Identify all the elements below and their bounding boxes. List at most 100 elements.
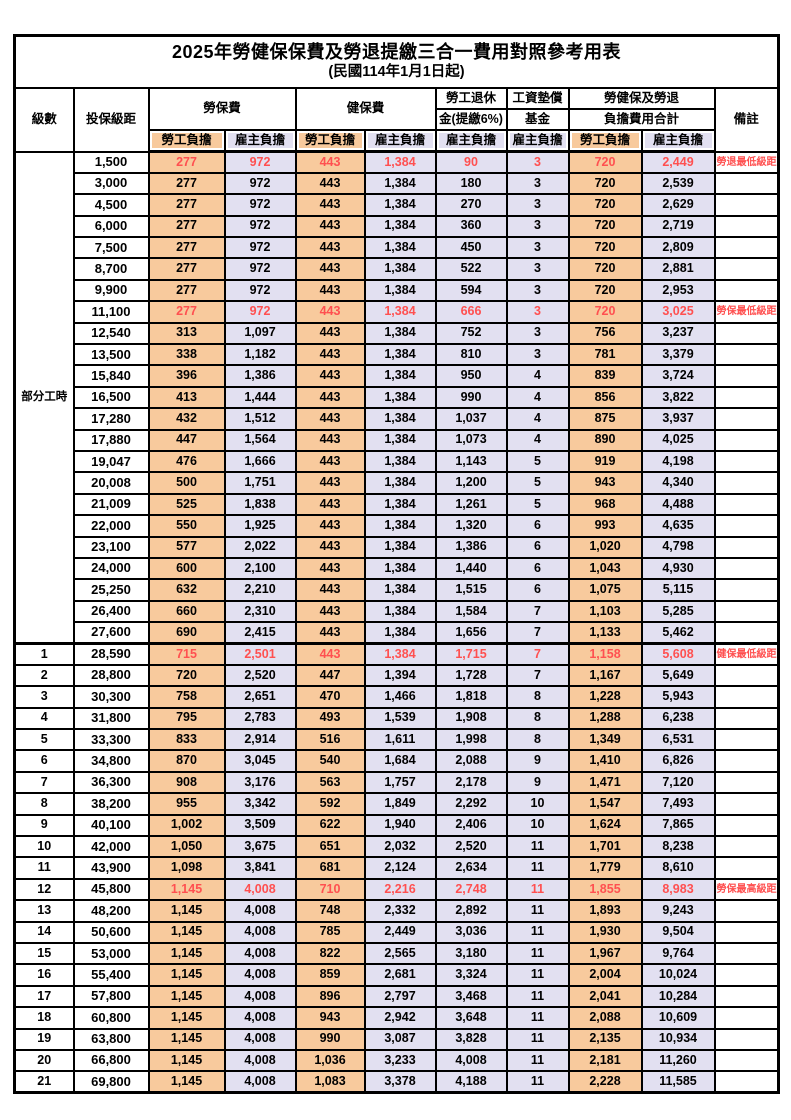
- cell-health_emp: 1,036: [294, 1048, 366, 1073]
- table-row: 8,700 277 972 443 1,384 522 3 720 2,881: [15, 257, 780, 281]
- cell-bracket: 13,500: [72, 342, 150, 367]
- cell-bracket: 17,880: [72, 428, 150, 452]
- cell-level: 18: [13, 1006, 75, 1030]
- cell-labor_emp: 277: [147, 257, 226, 281]
- table-row: 22,000 550 1,925 443 1,384 1,320 6 993 4,635: [15, 514, 780, 538]
- cell-total_emp: 1,167: [567, 663, 643, 688]
- cell-pension_er: 2,406: [434, 813, 508, 838]
- cell-labor_emp: 1,145: [147, 984, 226, 1009]
- cell-total_er: 10,284: [640, 984, 716, 1009]
- cell-health_emp: 443: [294, 321, 366, 346]
- cell-health_emp: 443: [294, 342, 366, 367]
- cell-health_er: 1,757: [363, 770, 437, 795]
- cell-total_er: 3,379: [640, 342, 716, 367]
- cell-remark: [713, 321, 780, 346]
- cell-labor_er: 1,751: [223, 471, 297, 495]
- cell-fund_er: 8: [505, 706, 570, 731]
- cell-labor_er: 3,045: [223, 749, 297, 773]
- cell-total_emp: 1,288: [567, 706, 643, 731]
- cell-health_emp: 622: [294, 813, 366, 838]
- cell-labor_er: 2,783: [223, 706, 297, 731]
- cell-total_er: 10,934: [640, 1027, 716, 1051]
- cell-level: 19: [13, 1027, 75, 1051]
- cell-total_emp: 1,855: [567, 877, 643, 902]
- cell-health_emp: 443: [294, 599, 366, 624]
- cell-labor_emp: 447: [147, 428, 226, 452]
- cell-remark: [713, 364, 780, 388]
- subheader-total-employer: 雇主負擔: [640, 129, 716, 153]
- cell-level: 10: [13, 834, 75, 859]
- cell-remark: [713, 813, 780, 838]
- cell-fund_er: 5: [505, 471, 570, 495]
- cell-total_emp: 2,181: [567, 1048, 643, 1073]
- cell-health_er: 1,611: [363, 728, 437, 752]
- cell-total_emp: 720: [567, 193, 643, 217]
- cell-health_emp: 943: [294, 1006, 366, 1030]
- cell-health_er: 1,384: [363, 599, 437, 624]
- cell-pension_er: 4,188: [434, 1070, 508, 1094]
- cell-total_er: 11,585: [640, 1070, 716, 1094]
- cell-remark: [713, 407, 780, 431]
- cell-health_emp: 859: [294, 963, 366, 987]
- header-row-1: 級數 投保級距 勞保費 健保費 勞工退休 工資墊償 勞健保及勞退 備註: [13, 87, 780, 153]
- cell-fund_er: 3: [505, 193, 570, 217]
- cell-pension_er: 950: [434, 364, 508, 388]
- cell-bracket: 34,800: [72, 749, 150, 773]
- header-wage-fund-line2: 基金: [505, 108, 570, 131]
- cell-bracket: 42,000: [72, 834, 150, 859]
- cell-pension_er: 360: [434, 214, 508, 239]
- cell-labor_emp: 660: [147, 599, 226, 624]
- cell-health_er: 2,797: [363, 984, 437, 1009]
- cell-health_emp: 443: [294, 621, 366, 645]
- cell-labor_emp: 1,002: [147, 813, 226, 838]
- table-row: 6 34,800 870 3,045 540 1,684 2,088 9 1,410 6,826: [13, 749, 780, 773]
- table-row: 16,500 413 1,444 443 1,384 990 4 856 3,822: [15, 385, 780, 410]
- cell-bracket: 53,000: [72, 941, 150, 966]
- cell-pension_er: 2,088: [434, 749, 508, 773]
- cell-fund_er: 7: [505, 641, 570, 666]
- cell-remark: [713, 471, 780, 495]
- cell-labor_er: 1,444: [223, 385, 297, 410]
- cell-health_er: 1,940: [363, 813, 437, 838]
- cell-total_er: 4,025: [640, 428, 716, 452]
- cell-health_er: 1,384: [363, 492, 437, 517]
- cell-bracket: 43,900: [72, 856, 150, 880]
- cell-total_er: 5,943: [640, 685, 716, 709]
- cell-total_er: 10,609: [640, 1006, 716, 1030]
- cell-bracket: 19,047: [72, 449, 150, 474]
- cell-remark: [713, 342, 780, 367]
- cell-pension_er: 1,261: [434, 492, 508, 517]
- cell-total_er: 11,260: [640, 1048, 716, 1073]
- cell-pension_er: 1,656: [434, 621, 508, 645]
- cell-total_emp: 2,041: [567, 984, 643, 1009]
- cell-total_emp: 2,228: [567, 1070, 643, 1094]
- table-row: 9,900 277 972 443 1,384 594 3 720 2,953: [15, 278, 780, 303]
- cell-total_emp: 919: [567, 449, 643, 474]
- cell-total_er: 2,881: [640, 257, 716, 281]
- cell-remark: [713, 834, 780, 859]
- cell-health_emp: 896: [294, 984, 366, 1009]
- cell-pension_er: 594: [434, 278, 508, 303]
- subheader-pension-employer: 雇主負擔: [434, 129, 508, 153]
- cell-level: 6: [13, 749, 75, 773]
- table-row: 12 45,800 1,145 4,008 710 2,216 2,748 11 1,855 8,…: [13, 877, 780, 902]
- cell-labor_er: 972: [223, 236, 297, 260]
- cell-fund_er: 7: [505, 663, 570, 688]
- table-row: 21 69,800 1,145 4,008 1,083 3,378 4,188 11 2,228…: [13, 1070, 780, 1094]
- table-row: 17 57,800 1,145 4,008 896 2,797 3,468 11 2,041 10…: [13, 984, 780, 1009]
- table-row: 17,280 432 1,512 443 1,384 1,037 4 875 3,937: [15, 407, 780, 431]
- cell-health_er: 1,384: [363, 214, 437, 239]
- table-row: 18 60,800 1,145 4,008 943 2,942 3,648 11 2,088 10…: [13, 1006, 780, 1030]
- cell-remark: [713, 984, 780, 1009]
- cell-labor_er: 4,008: [223, 899, 297, 923]
- cell-labor_emp: 720: [147, 663, 226, 688]
- cell-labor_er: 1,838: [223, 492, 297, 517]
- cell-bracket: 9,900: [72, 278, 150, 303]
- cell-level: 9: [13, 813, 75, 838]
- cell-total_emp: 968: [567, 492, 643, 517]
- cell-labor_emp: 715: [147, 641, 226, 666]
- cell-bracket: 33,300: [72, 728, 150, 752]
- cell-health_er: 1,384: [363, 236, 437, 260]
- cell-total_emp: 1,075: [567, 578, 643, 602]
- cell-total_er: 2,719: [640, 214, 716, 239]
